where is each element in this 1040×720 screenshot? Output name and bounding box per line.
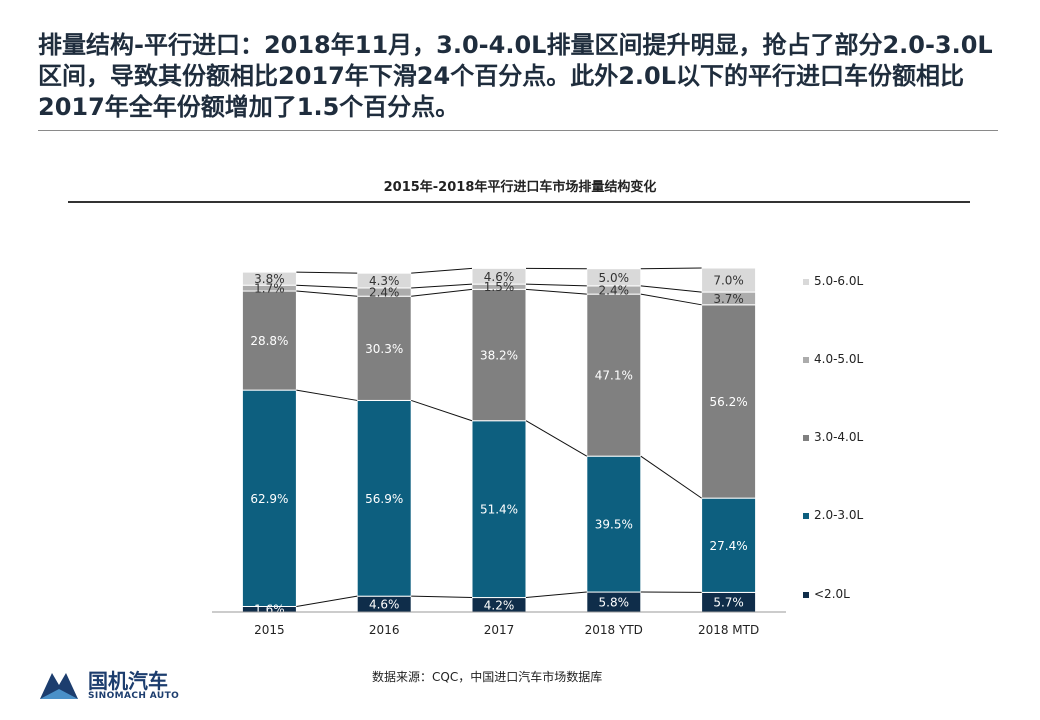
connector-line-3-5 <box>640 267 702 270</box>
connector-lines <box>296 267 702 607</box>
chart-title: 2015年-2018年平行进口车市场排量结构变化 <box>383 180 657 195</box>
legend-swatch-3-0-4-0l <box>803 435 809 441</box>
connector-line-3-4 <box>640 285 702 293</box>
bar-5-0-6-0l-2015 <box>241 271 297 286</box>
connector-line-3-2 <box>640 455 702 499</box>
connector-line-1-2 <box>411 399 473 422</box>
connector-line-1-4 <box>411 283 473 289</box>
connector-line-0-4 <box>296 284 358 289</box>
connector-line-1-5 <box>411 267 473 274</box>
connector-line-0-3 <box>296 290 358 297</box>
data-label-4-0-5-0l-2015: 1.7% <box>254 282 285 296</box>
bar-5-0-6-0l-2017 <box>471 267 527 285</box>
connector-line-2-1 <box>525 591 587 599</box>
legend-label-3-0-4-0l: 3.0-4.0L <box>814 430 863 444</box>
connector-line-2-2 <box>525 420 588 457</box>
data-label-5-0-6-0l-2018-ytd: 5.0% <box>599 271 630 285</box>
bar-2-0-3-0l-2018-mtd <box>701 497 757 593</box>
legend-label-4-0-5-0l: 4.0-5.0L <box>814 352 863 366</box>
connector-line-1-1 <box>411 595 473 599</box>
legend-swatch-2-0l <box>803 592 809 598</box>
data-label-2-0-3-0l-2018-ytd: 39.5% <box>595 518 633 532</box>
data-label-4-0-5-0l-2018-mtd: 3.7% <box>713 292 744 306</box>
bar-2-0-3-0l-2018-ytd <box>586 455 642 593</box>
bar-5-0-6-0l-2018-ytd <box>586 268 642 287</box>
connector-line-2-4 <box>525 283 587 287</box>
legend-swatch-4-0-5-0l <box>803 357 809 363</box>
bar-3-0-4-0l-2016 <box>356 295 412 401</box>
bar-2-0-3-0l-2017 <box>471 420 527 599</box>
data-label-3-0-4-0l-2018-ytd: 47.1% <box>595 369 633 383</box>
data-label-5-0-6-0l-2016: 4.3% <box>369 274 400 288</box>
x-tick-label-2017: 2017 <box>484 623 515 637</box>
bar-3-0-4-0l-2015 <box>241 290 297 391</box>
bar-5-0-6-0l-2016 <box>356 272 412 289</box>
headline: 排量结构-平行进口：2018年11月，3.0-4.0L排量区间提升明显，抢占了部… <box>38 31 993 121</box>
data-label-2-0-3-0l-2018-mtd: 27.4% <box>710 539 748 553</box>
data-labels: 1.6% 62.9% 28.8% 1.7%3.8% 4.6% 56.9% 30.3% 2.4%… <box>250 270 747 617</box>
connector-line-0-5 <box>296 271 358 274</box>
data-label-4-0-5-0l-2018-ytd: 2.4% <box>599 284 630 298</box>
logo-chinese-name: 国机汽车 <box>88 669 168 693</box>
bar-3-0-4-0l-2017 <box>471 288 527 422</box>
data-label-3-0-4-0l-2015: 28.8% <box>250 334 288 348</box>
data-label-5-0-6-0l-2018-mtd: 7.0% <box>713 274 744 288</box>
data-label-2-0l-2018-ytd: 5.8% <box>599 596 630 610</box>
connector-line-2-3 <box>525 288 587 295</box>
data-label-3-0-4-0l-2016: 30.3% <box>365 342 403 356</box>
data-label-2-0l-2018-mtd: 5.7% <box>713 596 744 610</box>
legend-swatch-5-0-6-0l <box>803 279 809 285</box>
data-label-2-0-3-0l-2016: 56.9% <box>365 492 403 506</box>
headline-divider <box>38 130 998 131</box>
data-label-2-0l-2016: 4.6% <box>369 598 400 612</box>
legend-swatch-2-0-3-0l <box>803 513 809 519</box>
legend-label-2-0-3-0l: 2.0-3.0L <box>814 508 863 522</box>
x-tick-label-2018-mtd: 2018 MTD <box>698 623 759 637</box>
data-label-3-0-4-0l-2017: 38.2% <box>480 349 518 363</box>
data-label-4-0-5-0l-2016: 2.4% <box>369 286 400 300</box>
bar-5-0-6-0l-2018-mtd <box>701 267 757 293</box>
chart-title-divider <box>68 201 970 203</box>
data-label-5-0-6-0l-2017: 4.6% <box>484 270 515 284</box>
bar-2-0-3-0l-2015 <box>241 389 297 607</box>
legend-label-5-0-6-0l: 5.0-6.0L <box>814 274 863 288</box>
data-label-2-0l-2017: 4.2% <box>484 598 515 612</box>
connector-line-3-3 <box>640 293 702 306</box>
data-source-note: 数据来源：CQC，中国进口汽车市场数据库 <box>372 670 603 684</box>
data-label-2-0-3-0l-2017: 51.4% <box>480 503 518 517</box>
logo-english-name: SINOMACH AUTO <box>88 691 180 701</box>
data-label-3-0-4-0l-2018-mtd: 56.2% <box>710 395 748 409</box>
sinomach-auto-logo: 国机汽车 SINOMACH AUTO <box>38 667 188 707</box>
x-tick-label-2015: 2015 <box>254 623 285 637</box>
data-label-4-0-5-0l-2017: 1.5% <box>484 280 515 294</box>
connector-line-0-2 <box>296 389 358 401</box>
x-tick-label-2018-ytd: 2018 YTD <box>585 623 643 637</box>
x-tick-label-2016: 2016 <box>369 623 400 637</box>
bar-2-0-3-0l-2016 <box>356 399 412 597</box>
legend-label-2-0l: <2.0L <box>814 587 850 601</box>
bar-3-0-4-0l-2018-mtd <box>701 304 757 499</box>
data-label-2-0l-2015: 1.6% <box>254 603 285 617</box>
sinomach-logo-icon <box>40 673 78 699</box>
connector-line-0-1 <box>296 595 358 607</box>
connector-line-1-3 <box>411 288 473 297</box>
data-label-5-0-6-0l-2015: 3.8% <box>254 272 285 286</box>
bar-group <box>241 267 757 613</box>
data-label-2-0-3-0l-2015: 62.9% <box>250 492 288 506</box>
